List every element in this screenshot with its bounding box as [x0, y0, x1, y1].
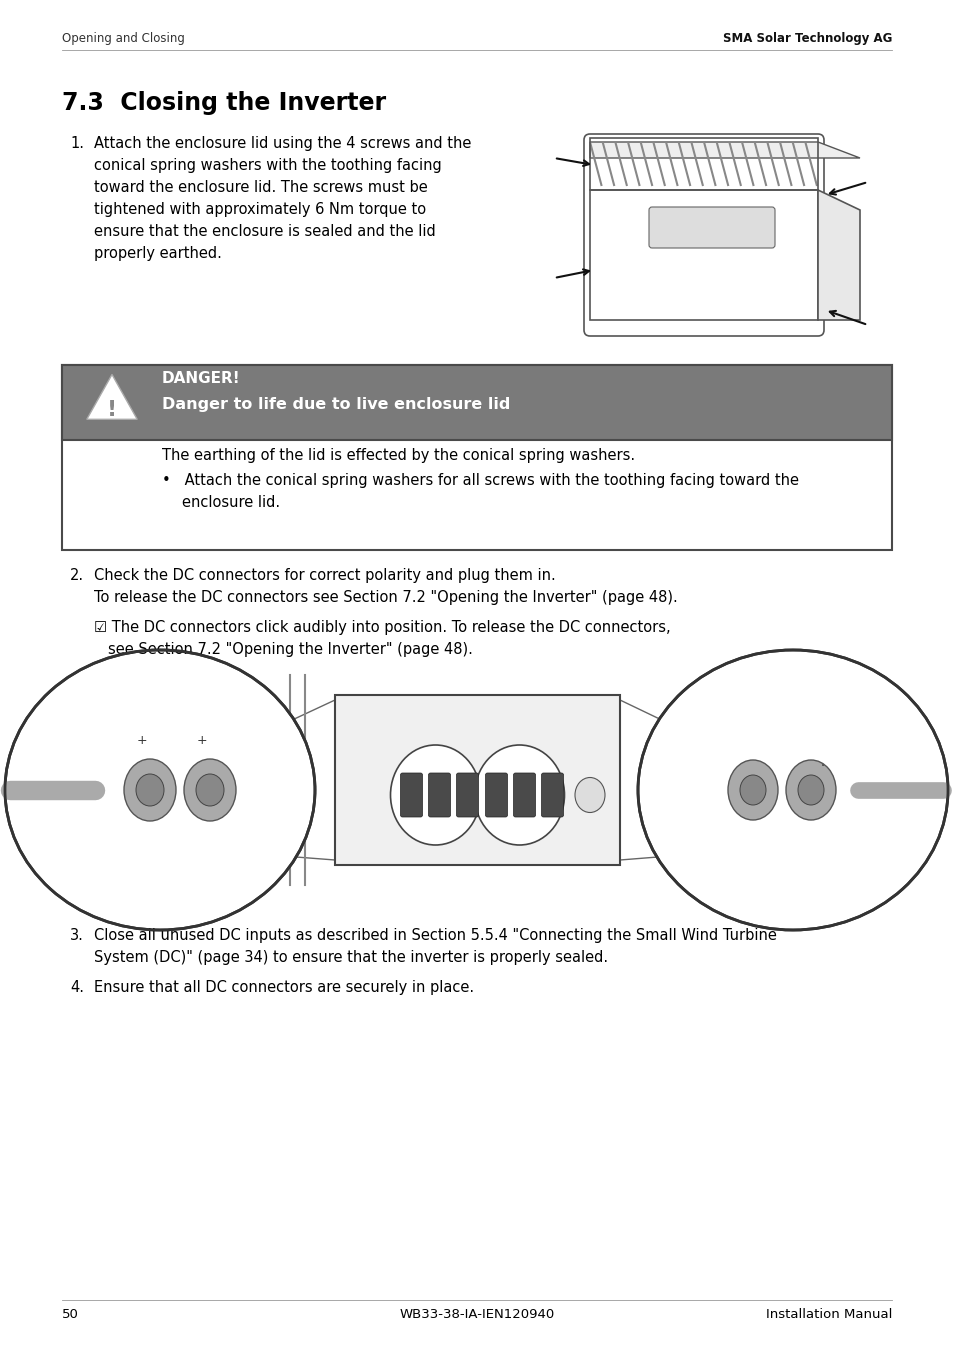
Text: Ensure that all DC connectors are securely in place.: Ensure that all DC connectors are secure…	[94, 980, 474, 995]
Text: Installation Manual: Installation Manual	[765, 1307, 891, 1321]
Bar	[589, 138, 817, 191]
Text: DANGER!: DANGER!	[162, 370, 240, 387]
Text: enclosure lid.: enclosure lid.	[182, 495, 280, 510]
Bar	[589, 191, 817, 320]
FancyBboxPatch shape	[456, 773, 478, 817]
Text: Danger to life due to live enclosure lid: Danger to life due to live enclosure lid	[162, 397, 510, 412]
Text: Close all unused DC inputs as described in Section 5.5.4 "Connecting the Small W: Close all unused DC inputs as described …	[94, 927, 776, 942]
Text: 3.: 3.	[70, 927, 84, 942]
Text: 50: 50	[62, 1307, 79, 1321]
Ellipse shape	[136, 773, 164, 806]
FancyBboxPatch shape	[648, 207, 774, 247]
Text: properly earthed.: properly earthed.	[94, 246, 222, 261]
Ellipse shape	[195, 773, 224, 806]
Text: WB33-38-IA-IEN120940: WB33-38-IA-IEN120940	[399, 1307, 554, 1321]
Ellipse shape	[797, 775, 823, 804]
Text: !: !	[107, 400, 117, 420]
Text: The earthing of the lid is effected by the conical spring washers.: The earthing of the lid is effected by t…	[162, 448, 635, 462]
Text: 1.: 1.	[70, 137, 84, 151]
Ellipse shape	[390, 745, 480, 845]
Text: Attach the enclosure lid using the 4 screws and the: Attach the enclosure lid using the 4 scr…	[94, 137, 471, 151]
Polygon shape	[87, 375, 137, 419]
Bar	[335, 695, 619, 865]
Text: To release the DC connectors see Section 7.2 "Opening the Inverter" (page 48).: To release the DC connectors see Section…	[94, 589, 677, 604]
Text: toward the enclosure lid. The screws must be: toward the enclosure lid. The screws mus…	[94, 180, 427, 195]
Text: Opening and Closing: Opening and Closing	[62, 32, 185, 45]
Text: conical spring washers with the toothing facing: conical spring washers with the toothing…	[94, 158, 441, 173]
Text: SMA Solar Technology AG: SMA Solar Technology AG	[721, 32, 891, 45]
Bar	[62, 365, 891, 439]
Ellipse shape	[124, 758, 175, 821]
FancyBboxPatch shape	[485, 773, 507, 817]
FancyBboxPatch shape	[541, 773, 563, 817]
FancyBboxPatch shape	[400, 773, 422, 817]
Ellipse shape	[785, 760, 835, 821]
FancyBboxPatch shape	[583, 134, 823, 337]
Polygon shape	[817, 191, 859, 320]
Ellipse shape	[575, 777, 604, 813]
Bar	[62, 365, 891, 550]
Text: +: +	[196, 734, 207, 746]
Text: ensure that the enclosure is sealed and the lid: ensure that the enclosure is sealed and …	[94, 224, 436, 239]
FancyBboxPatch shape	[513, 773, 535, 817]
Text: System (DC)" (page 34) to ensure that the inverter is properly sealed.: System (DC)" (page 34) to ensure that th…	[94, 950, 607, 965]
Text: •   Attach the conical spring washers for all screws with the toothing facing to: • Attach the conical spring washers for …	[162, 473, 799, 488]
Text: .: .	[819, 750, 825, 769]
Polygon shape	[589, 142, 859, 158]
Text: 7.3  Closing the Inverter: 7.3 Closing the Inverter	[62, 91, 386, 115]
Ellipse shape	[474, 745, 564, 845]
Text: see Section 7.2 "Opening the Inverter" (page 48).: see Section 7.2 "Opening the Inverter" (…	[108, 642, 473, 657]
Ellipse shape	[5, 650, 314, 930]
Text: 4.: 4.	[70, 980, 84, 995]
Ellipse shape	[740, 775, 765, 804]
Ellipse shape	[727, 760, 778, 821]
Text: +: +	[136, 734, 147, 746]
Text: 2.: 2.	[70, 568, 84, 583]
Ellipse shape	[638, 650, 947, 930]
Text: ☑ The DC connectors click audibly into position. To release the DC connectors,: ☑ The DC connectors click audibly into p…	[94, 621, 670, 635]
Text: tightened with approximately 6 Nm torque to: tightened with approximately 6 Nm torque…	[94, 201, 426, 218]
Ellipse shape	[184, 758, 235, 821]
FancyBboxPatch shape	[428, 773, 450, 817]
Text: Check the DC connectors for correct polarity and plug them in.: Check the DC connectors for correct pola…	[94, 568, 556, 583]
